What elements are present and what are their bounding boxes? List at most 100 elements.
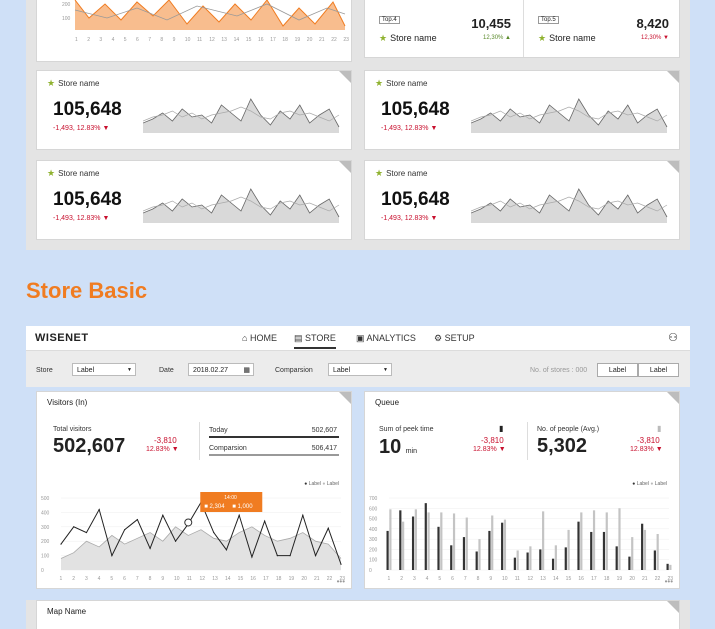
map-panel: Map Name xyxy=(26,600,690,629)
bar-main[interactable] xyxy=(526,552,529,570)
bar-compare[interactable] xyxy=(554,545,557,570)
bar-compare[interactable] xyxy=(503,519,507,570)
bar-main[interactable] xyxy=(577,521,580,570)
data-point[interactable] xyxy=(136,519,138,521)
bar-main[interactable] xyxy=(475,551,478,570)
x-tick: 3 xyxy=(85,576,88,582)
total-pct: 12.83% ▼ xyxy=(146,446,179,453)
star-icon: ★ xyxy=(375,168,384,178)
label-button-1[interactable]: Label xyxy=(597,363,638,377)
bar-main[interactable] xyxy=(564,547,567,570)
data-point[interactable] xyxy=(238,514,240,516)
data-point[interactable] xyxy=(225,549,228,551)
store-card[interactable]: ★ Store name 105,648 -1,493, 12.83% ▼ xyxy=(36,70,352,150)
data-point[interactable] xyxy=(302,514,304,516)
bar-main[interactable] xyxy=(437,526,440,570)
bar-main[interactable] xyxy=(666,563,669,570)
bar-compare[interactable] xyxy=(567,529,570,570)
bar-compare[interactable] xyxy=(478,539,481,570)
y-tick: 500 xyxy=(369,517,378,523)
x-tick: 23 xyxy=(340,576,346,582)
data-point[interactable] xyxy=(98,508,100,511)
bar-chart-icon: ▮ xyxy=(499,424,504,433)
bar-main[interactable] xyxy=(653,550,656,570)
bar-main[interactable] xyxy=(615,546,618,570)
bar-compare[interactable] xyxy=(656,534,659,570)
sparkline-area xyxy=(471,189,667,223)
data-point[interactable] xyxy=(162,514,164,516)
bar-compare[interactable] xyxy=(516,550,519,570)
bar-compare[interactable] xyxy=(427,512,430,570)
top4-block[interactable]: Top.4 10,455 ★ Store name 12,30% ▲ xyxy=(365,0,523,57)
data-point[interactable] xyxy=(73,526,75,528)
bar-compare[interactable] xyxy=(440,512,443,570)
x-tick: 9 xyxy=(489,576,492,582)
bar-compare[interactable] xyxy=(643,529,647,570)
bar-compare[interactable] xyxy=(491,515,494,570)
data-point[interactable] xyxy=(289,555,291,557)
bar-main[interactable] xyxy=(488,530,491,570)
bar-main[interactable] xyxy=(450,545,453,570)
bar-main[interactable] xyxy=(501,522,504,570)
bar-main[interactable] xyxy=(386,530,389,570)
user-icon[interactable]: ⚇ xyxy=(668,332,678,344)
bar-main[interactable] xyxy=(399,510,402,570)
data-point[interactable] xyxy=(149,547,151,549)
data-point[interactable] xyxy=(174,540,177,542)
date-input[interactable]: 2018.02.27 ▦ xyxy=(188,363,254,376)
data-point[interactable] xyxy=(124,529,126,531)
bar-main[interactable] xyxy=(513,557,516,570)
data-point[interactable] xyxy=(314,555,317,557)
bar-compare[interactable] xyxy=(465,517,468,570)
bar-compare[interactable] xyxy=(529,546,532,570)
data-point[interactable] xyxy=(276,555,278,557)
store-card[interactable]: ★ Store name 105,648 -1,493, 12.83% ▼ xyxy=(364,70,680,150)
bar-compare[interactable] xyxy=(618,508,621,570)
highlight-marker[interactable] xyxy=(184,518,193,527)
rank-badge: Top.4 xyxy=(379,16,400,24)
bar-compare[interactable] xyxy=(580,512,583,570)
more-icon[interactable]: ••• xyxy=(336,577,345,586)
bar-compare[interactable] xyxy=(631,537,634,570)
x-tick: 4 xyxy=(98,576,101,582)
bar-main[interactable] xyxy=(462,537,466,570)
bar-main[interactable] xyxy=(641,523,644,570)
divider xyxy=(199,422,200,460)
nav-home[interactable]: ⌂ HOME xyxy=(242,333,277,343)
bar-compare[interactable] xyxy=(592,510,596,570)
nav-setup[interactable]: ⚙ SETUP xyxy=(434,333,475,344)
bar-main[interactable] xyxy=(590,531,593,570)
store-card[interactable]: ★ Store name 105,648 -1,493, 12.83% ▼ xyxy=(36,160,352,240)
data-point[interactable] xyxy=(264,520,266,522)
more-icon[interactable]: ••• xyxy=(664,577,673,586)
data-point[interactable] xyxy=(327,527,329,529)
label-button-2[interactable]: Label xyxy=(638,363,679,377)
comparison-select[interactable]: Label ▼ xyxy=(328,363,392,376)
bar-main[interactable] xyxy=(539,549,542,570)
nav-analytics[interactable]: ▣ ANALYTICS xyxy=(356,333,416,344)
data-point[interactable] xyxy=(111,555,113,557)
bar-compare[interactable] xyxy=(669,564,672,570)
data-point[interactable] xyxy=(60,543,62,545)
data-point[interactable] xyxy=(340,563,342,565)
bar-main[interactable] xyxy=(424,503,427,570)
bar-compare[interactable] xyxy=(452,513,456,570)
data-point[interactable] xyxy=(251,556,253,558)
bar-compare[interactable] xyxy=(414,509,417,570)
store-select[interactable]: Label ▼ xyxy=(72,363,136,376)
data-point[interactable] xyxy=(213,531,215,534)
x-tick: 21 xyxy=(314,576,320,582)
bar-compare[interactable] xyxy=(402,521,405,570)
nav-store[interactable]: ▤ STORE xyxy=(294,333,336,349)
bar-main[interactable] xyxy=(411,516,415,570)
data-point[interactable] xyxy=(85,531,88,534)
bar-compare[interactable] xyxy=(389,509,392,570)
bar-main[interactable] xyxy=(602,531,606,570)
x-tick: 17 xyxy=(591,576,597,582)
top5-block[interactable]: Top.5 8,420 ★ Store name 12,30% ▼ xyxy=(524,0,679,57)
bar-compare[interactable] xyxy=(605,512,608,570)
store-card[interactable]: ★ Store name 105,648 -1,493, 12.83% ▼ xyxy=(364,160,680,240)
bar-main[interactable] xyxy=(628,556,631,570)
bar-main[interactable] xyxy=(551,558,555,570)
bar-compare[interactable] xyxy=(542,511,545,570)
